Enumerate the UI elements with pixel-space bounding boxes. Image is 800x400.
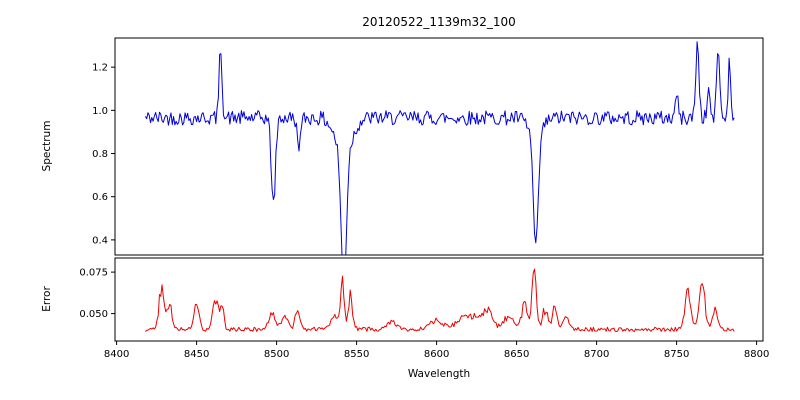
error-y-axis-label: Error <box>41 286 53 312</box>
error-y-tick-label: 0.075 <box>79 268 108 279</box>
x-tick-label: 8650 <box>504 349 529 360</box>
x-tick-label: 8600 <box>424 349 449 360</box>
spectrum-plot-frame <box>114 37 764 256</box>
x-tick-label: 8500 <box>264 349 289 360</box>
axis-ticks: 0.4 0.6 0.8 1.0 1.2 0.050 0.075 8400 8450 8500 855… <box>79 63 769 360</box>
x-tick-label: 8450 <box>184 349 209 360</box>
spectrum-y-tick-label: 1.2 <box>92 63 108 74</box>
spectrum-y-tick-label: 0.6 <box>92 192 108 203</box>
x-tick-label: 8400 <box>104 349 129 360</box>
error-y-tick-label: 0.050 <box>79 309 108 320</box>
chart-title: 20120522_1139m32_100 <box>362 15 515 29</box>
spectrum-y-tick-label: 0.4 <box>92 235 108 246</box>
error-line-series <box>145 268 735 332</box>
x-tick-label: 8750 <box>664 349 689 360</box>
x-tick-label: 8700 <box>584 349 609 360</box>
x-axis-label: Wavelength <box>408 368 470 380</box>
x-tick-label: 8550 <box>344 349 369 360</box>
spectrum-y-axis-label: Spectrum <box>41 121 53 172</box>
x-tick-label: 8800 <box>744 349 769 360</box>
spectrum-line-series <box>144 41 735 255</box>
spectrum-y-tick-label: 1.0 <box>92 106 108 117</box>
spectrum-y-tick-label: 0.8 <box>92 149 108 160</box>
error-plot-frame <box>114 257 764 342</box>
